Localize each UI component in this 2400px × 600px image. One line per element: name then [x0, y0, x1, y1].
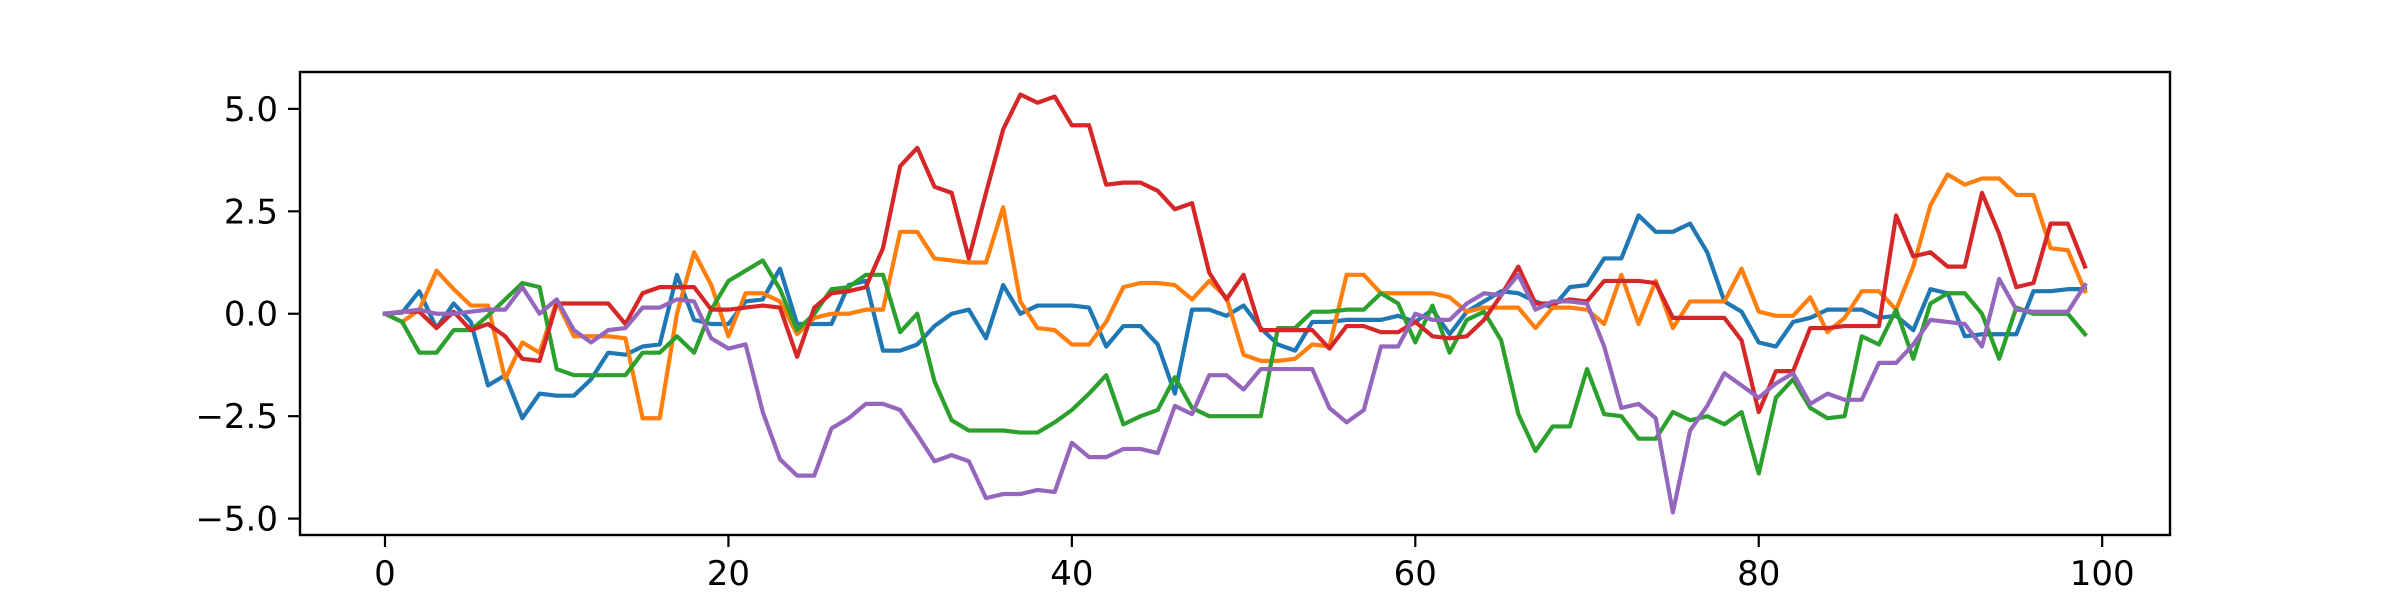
- series-line-1: [382, 213, 2088, 421]
- x-tick-label: 0: [374, 554, 396, 594]
- series-line-2: [382, 172, 2088, 421]
- x-tick-label: 100: [2070, 554, 2135, 594]
- x-tick-label: 20: [707, 554, 750, 594]
- x-tick-label: 80: [1737, 554, 1780, 594]
- y-tick-label: −5.0: [195, 500, 278, 540]
- y-tick-label: −2.5: [195, 397, 278, 437]
- y-tick-label: 0.0: [224, 295, 278, 335]
- x-tick-label: 60: [1394, 554, 1437, 594]
- y-tick-label: 5.0: [224, 90, 278, 130]
- series-line-4: [382, 92, 2088, 415]
- series-line-5: [382, 272, 2088, 515]
- plot-area-frame: [298, 70, 2172, 537]
- x-tick-label: 40: [1050, 554, 1093, 594]
- series-line-3: [382, 258, 2088, 476]
- series-layer: [382, 92, 2088, 515]
- x-axis: 0 20 40 60 80 100: [374, 535, 2135, 594]
- y-tick-label: 2.5: [224, 192, 278, 232]
- y-axis: 5.0 2.5 0.0 −2.5 −5.0: [195, 90, 300, 540]
